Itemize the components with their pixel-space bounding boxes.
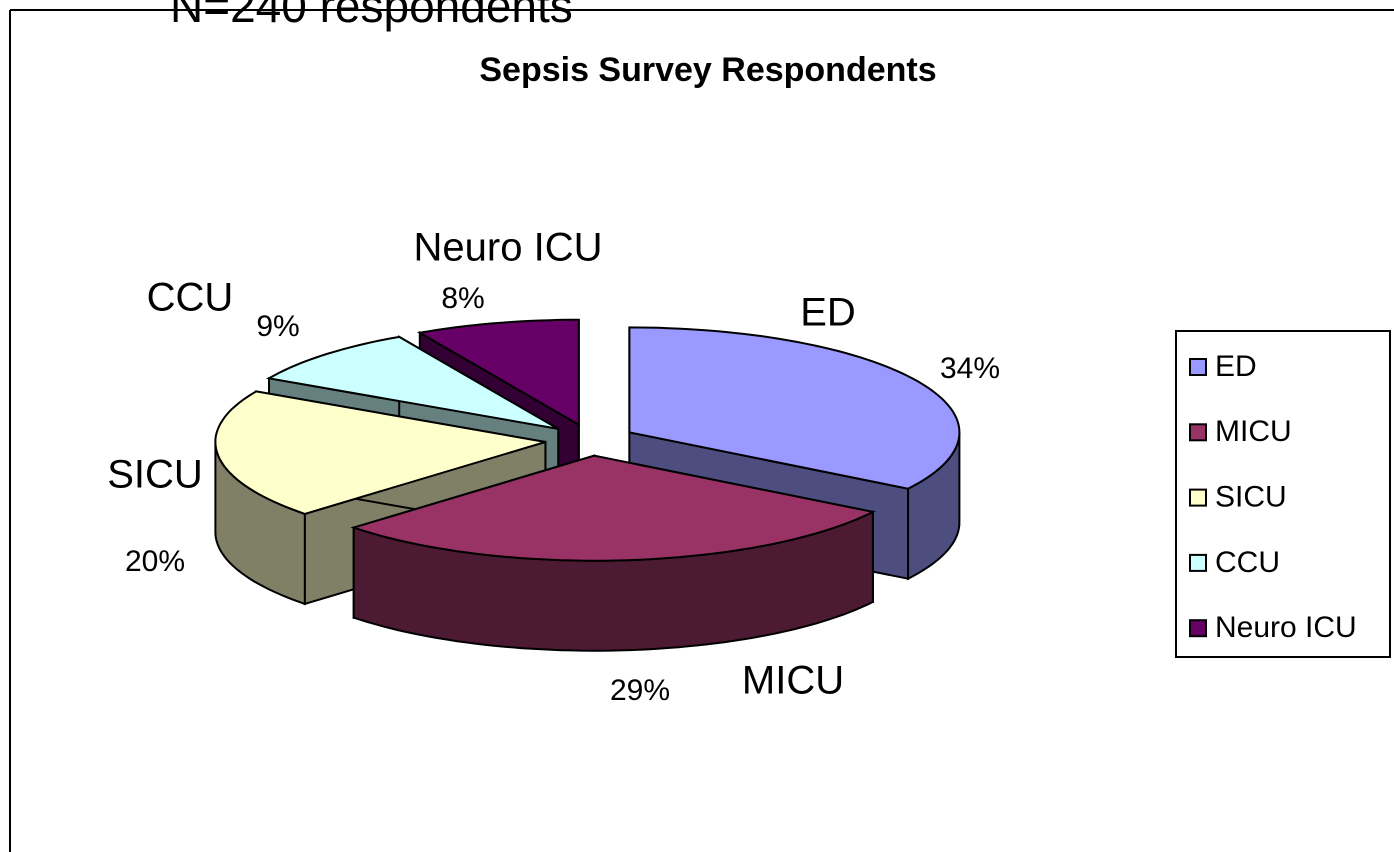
legend-label: ED (1215, 350, 1257, 383)
slice-category-label: MICU (742, 659, 844, 703)
legend-swatch (1189, 423, 1207, 442)
legend-label: Neuro ICU (1215, 611, 1357, 644)
slice-value-label: 29% (610, 674, 670, 707)
legend-swatch (1189, 488, 1207, 507)
legend-box (1175, 330, 1391, 658)
pie-slice (350, 454, 876, 562)
slice-value-label: 34% (940, 352, 1000, 385)
slice-value-label: 9% (256, 310, 299, 343)
legend-swatch (1189, 619, 1207, 638)
slice-category-label: ED (800, 291, 856, 335)
slice-value-label: 20% (125, 545, 185, 578)
pie-slice (214, 390, 546, 515)
pie-slice (416, 318, 580, 427)
chart-title: Sepsis Survey Respondents (479, 51, 936, 89)
slice-category-label: CCU (147, 276, 234, 320)
pie-slice (266, 335, 559, 430)
header-note: N=240 respondents (170, 0, 573, 32)
slice-value-label: 8% (441, 282, 484, 315)
slice-category-label: SICU (107, 453, 203, 497)
legend-swatch (1189, 358, 1207, 376)
slice-category-label: Neuro ICU (414, 226, 603, 270)
legend-label: MICU (1215, 415, 1292, 448)
legend-swatch (1189, 553, 1207, 572)
pie-slice (628, 326, 961, 490)
legend-label: SICU (1215, 481, 1287, 514)
legend-label: CCU (1215, 546, 1280, 579)
